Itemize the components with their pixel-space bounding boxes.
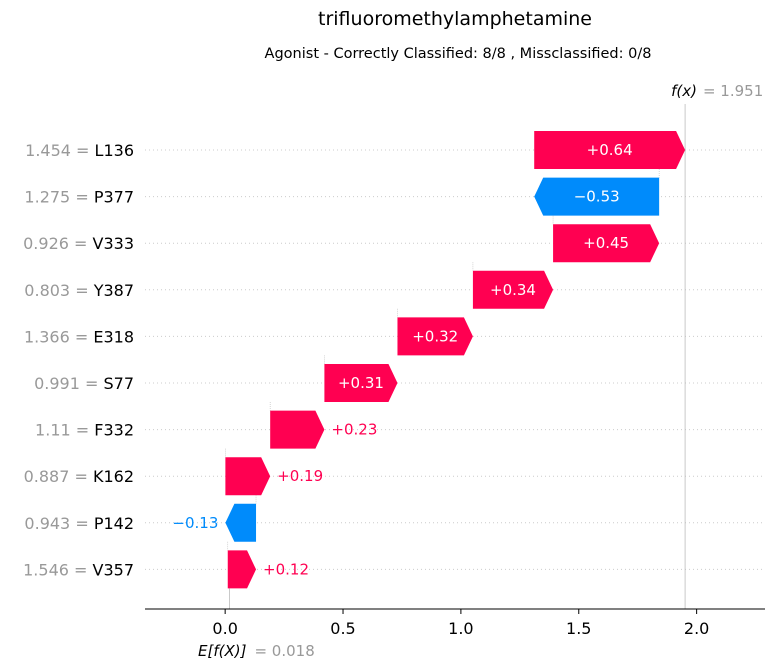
bar-value-label: +0.12 (263, 560, 309, 578)
x-axis: 0.0 0.5 1.0 1.5 2.0 (145, 608, 765, 638)
bar-e318 (397, 317, 473, 356)
feature-name: V333 (93, 234, 134, 253)
feature-value: 1.546 = (23, 560, 92, 579)
feature-name: L136 (95, 141, 134, 160)
chart-subtitle: Agonist - Correctly Classified: 8/8 , Mi… (265, 46, 652, 62)
svg-text:f(x)= 1.951: f(x) = 1.951 (671, 82, 763, 100)
feature-value: 0.887 = (24, 467, 93, 486)
feature-label-p142: 0.943 = P142 (24, 513, 134, 532)
output-label: f(x) (671, 82, 697, 100)
feature-name: E318 (93, 327, 134, 346)
bar-s77 (324, 364, 398, 402)
feature-name: P377 (94, 187, 134, 206)
bar-value-label: −0.13 (172, 514, 218, 532)
bar-k162 (225, 457, 271, 496)
feature-value: 1.454 = (25, 141, 94, 160)
feature-value: 1.275 = (24, 187, 93, 206)
feature-label-s77: 0.991 = S77 (34, 374, 134, 393)
feature-label-p377: 1.275 = P377 (24, 187, 134, 206)
bar-value-label: +0.31 (338, 374, 384, 392)
feature-label-l136: 1.454 = L136 (25, 141, 134, 160)
x-tick-label: 2.0 (684, 619, 709, 638)
bars (225, 131, 686, 589)
feature-value: 0.991 = (34, 374, 103, 393)
feature-name: K162 (93, 467, 134, 486)
reference-lines (228, 104, 686, 609)
bar-value-label: +0.23 (331, 421, 377, 439)
feature-name: P142 (94, 513, 134, 532)
bar-p377 (534, 177, 660, 216)
bar-f332 (270, 410, 325, 449)
feature-value: 0.943 = (24, 513, 93, 532)
bar-l136 (534, 131, 686, 169)
feature-value: 0.926 = (23, 234, 92, 253)
feature-name: F332 (94, 420, 134, 439)
feature-name: S77 (103, 374, 134, 393)
bar-value-label: +0.64 (587, 141, 633, 159)
bar-v333 (553, 224, 660, 263)
bar-value-label: +0.32 (412, 327, 458, 345)
x-tick-label: 0.5 (330, 619, 355, 638)
base-value: = 0.018 (254, 642, 314, 660)
feature-value: 0.803 = (24, 280, 93, 299)
feature-label-v333: 0.926 = V333 (23, 234, 134, 253)
bar-value-label: −0.53 (574, 188, 620, 206)
feature-value: 1.366 = (24, 327, 93, 346)
feature-name: V357 (93, 560, 134, 579)
base-label: E[f(X)] (198, 642, 247, 660)
feature-label-k162: 0.887 = K162 (24, 467, 134, 486)
bar-value-label: +0.45 (583, 234, 629, 252)
feature-label-e318: 1.366 = E318 (24, 327, 134, 346)
bar-y387 (472, 270, 554, 309)
output-value: = 1.951 (703, 82, 763, 100)
feature-name: Y387 (93, 280, 134, 299)
bar-value-label: +0.19 (277, 467, 323, 485)
x-tick-label: 1.0 (448, 619, 473, 638)
bar-v357 (227, 550, 257, 589)
feature-label-y387: 0.803 = Y387 (24, 280, 134, 299)
feature-labels: +0.64 1.454 = L136 −0.53 1.275 = P377 +0.45 0… (23, 141, 633, 579)
bar-value-label: +0.34 (490, 281, 536, 299)
feature-label-f332: 1.11 = F332 (35, 420, 134, 439)
x-tick-label: 0.0 (212, 619, 237, 638)
base-value-annotation: E[f(X)] = 0.018 (198, 642, 315, 660)
chart-title: trifluoromethylamphetamine (318, 8, 592, 30)
bar-p142 (225, 503, 257, 542)
output-value-annotation: f(x) = 1.951 (671, 82, 763, 100)
x-tick-label: 1.5 (566, 619, 591, 638)
feature-label-v357: 1.546 = V357 (23, 560, 134, 579)
feature-value: 1.11 = (35, 420, 94, 439)
svg-text:E[f(X)]= 0.018: E[f(X)] = 0.018 (198, 642, 315, 660)
